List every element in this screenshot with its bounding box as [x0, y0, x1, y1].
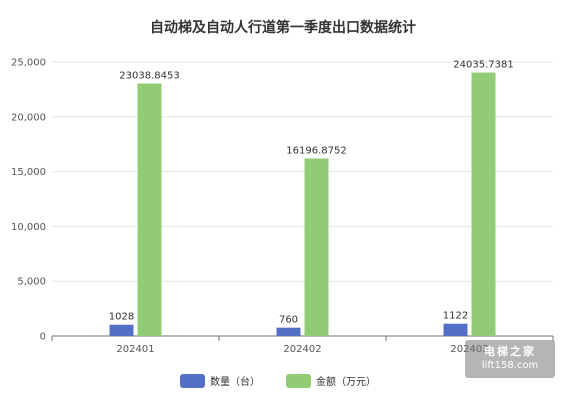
watermark-title: 电梯之家 — [484, 345, 536, 358]
y-tick-label: 0 — [40, 332, 46, 343]
watermark: 电梯之家 lift158.com — [465, 340, 555, 378]
bar[interactable] — [276, 327, 301, 336]
legend-item[interactable]: 金额（万元） — [286, 374, 376, 388]
legend[interactable]: 数量（台） 金额（万元） — [180, 374, 376, 388]
bar[interactable] — [304, 158, 329, 336]
data-label: 760 — [279, 315, 298, 326]
bar[interactable] — [137, 83, 162, 336]
chart-title: 自动梯及自动人行道第一季度出口数据统计 — [150, 19, 416, 36]
data-label: 23038.8453 — [119, 70, 179, 81]
data-label: 1028 — [109, 312, 134, 323]
y-tick-label: 25,000 — [11, 58, 46, 69]
y-tick-label: 15,000 — [11, 167, 46, 178]
data-labels: 1028 23038.8453 760 16196.8752 1122 24035.738… — [109, 60, 514, 326]
data-label: 24035.7381 — [453, 60, 513, 71]
bar[interactable] — [471, 72, 496, 337]
x-tick-label: 202402 — [283, 344, 321, 355]
bars — [109, 72, 496, 337]
y-tick-label: 20,000 — [11, 112, 46, 123]
bar[interactable] — [443, 323, 468, 336]
legend-swatch — [180, 374, 205, 388]
legend-swatch — [286, 374, 311, 388]
data-label: 1122 — [443, 311, 468, 322]
x-tick-label: 202401 — [116, 344, 154, 355]
legend-label: 金额（万元） — [316, 375, 376, 388]
legend-label: 数量（台） — [210, 375, 260, 388]
y-tick-label: 10,000 — [11, 222, 46, 233]
watermark-url: lift158.com — [481, 360, 539, 371]
data-label: 16196.8752 — [286, 145, 346, 156]
legend-item[interactable]: 数量（台） — [180, 374, 260, 388]
grid — [52, 61, 553, 282]
y-tick-label: 5,000 — [17, 277, 46, 288]
bar[interactable] — [109, 324, 134, 336]
